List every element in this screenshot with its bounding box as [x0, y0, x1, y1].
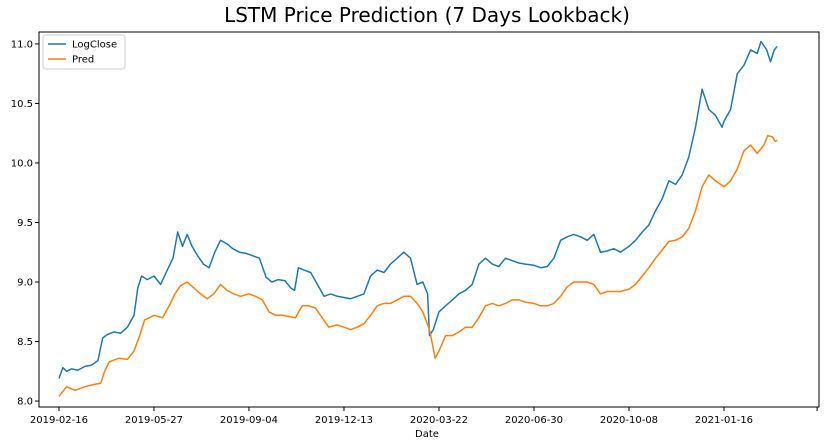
series-line-pred	[58, 134, 778, 397]
y-axis: 8.0 8.5 9.0 9.5 10.0 10.5 11.0	[11, 39, 39, 408]
plot-frame	[38, 31, 820, 408]
y-tick-label: 10.0	[11, 158, 33, 169]
x-tick-label: 2019-12-13	[315, 415, 373, 426]
x-tick-label: 2019-02-16	[30, 415, 88, 426]
legend-label-logclose: LogClose	[72, 40, 117, 51]
x-axis-label: Date	[415, 429, 439, 440]
x-axis: 2019-02-16 2019-05-27 2019-09-04 2019-12-13…	[30, 407, 818, 426]
x-tick-label: 2020-03-22	[410, 415, 468, 426]
x-tick-label: 2019-09-04	[220, 415, 278, 426]
y-tick-label: 8.0	[17, 397, 33, 408]
chart-title: LSTM Price Prediction (7 Days Lookback)	[224, 3, 630, 27]
y-tick-label: 10.5	[11, 99, 33, 110]
y-tick-label: 8.5	[17, 337, 33, 348]
x-tick-label: 2020-06-30	[505, 415, 563, 426]
x-tick-label: 2019-05-27	[125, 415, 183, 426]
legend: LogClose Pred	[42, 34, 126, 70]
y-tick-label: 11.0	[11, 39, 33, 50]
y-tick-label: 9.5	[17, 218, 33, 229]
series-layer	[58, 40, 778, 397]
legend-label-pred: Pred	[72, 55, 94, 66]
x-tick-label: 2020-10-08	[600, 415, 658, 426]
y-tick-label: 9.0	[17, 278, 33, 289]
x-tick-label: 2021-01-16	[695, 415, 753, 426]
series-line-logclose	[58, 40, 778, 379]
